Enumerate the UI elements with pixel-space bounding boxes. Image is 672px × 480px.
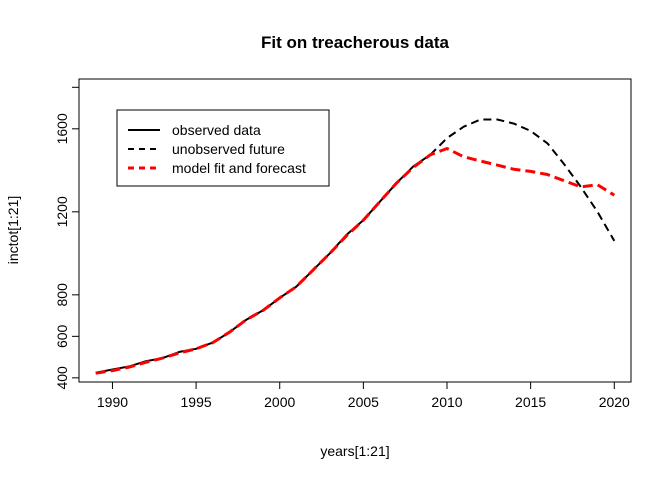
legend-label-3: model fit and forecast <box>172 160 306 176</box>
x-axis-label: years[1:21] <box>320 443 389 459</box>
x-tick-label: 2015 <box>515 394 546 410</box>
y-tick-label: 600 <box>54 324 70 348</box>
series-line-3 <box>95 147 616 375</box>
y-axis: 400 600 800 1200 1600 <box>54 86 79 390</box>
x-axis: 1990 1995 2000 2005 2010 2015 2020 <box>97 382 630 410</box>
x-tick-label: 2000 <box>264 394 295 410</box>
x-tick-label: 1995 <box>181 394 212 410</box>
plot-area-frame <box>78 78 632 383</box>
y-tick-label: 800 <box>54 283 70 307</box>
y-tick-label: 1600 <box>54 113 70 144</box>
y-tick-label: 1200 <box>54 196 70 227</box>
chart-title: Fit on treacherous data <box>261 33 450 52</box>
legend: observed data unobserved future model fit … <box>116 109 330 187</box>
x-tick-label: 1990 <box>97 394 128 410</box>
legend-label-2: unobserved future <box>172 141 285 157</box>
series-layer <box>95 118 616 375</box>
x-tick-label: 2005 <box>348 394 379 410</box>
series-line-2 <box>429 118 616 242</box>
y-axis-label: inctot[1:21] <box>5 196 21 265</box>
x-tick-label: 2020 <box>599 394 630 410</box>
legend-label-1: observed data <box>172 122 261 138</box>
x-tick-label: 2010 <box>431 394 462 410</box>
y-tick-label: 400 <box>54 366 70 390</box>
